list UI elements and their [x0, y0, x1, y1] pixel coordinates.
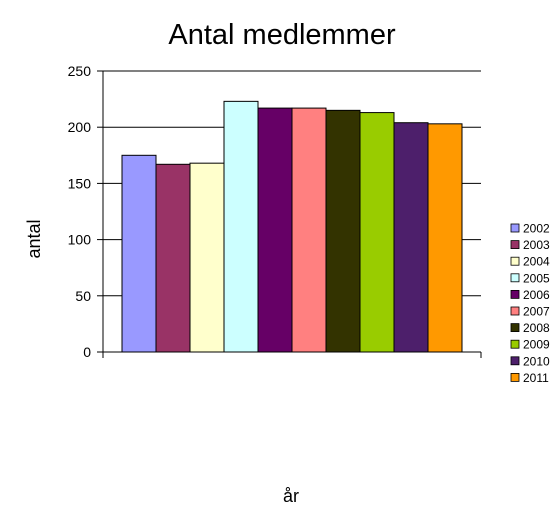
- legend-label-2009: 2009: [523, 338, 550, 352]
- legend-swatch-2005: [510, 273, 520, 283]
- legend-swatch-2008: [510, 323, 520, 333]
- legend: 2002 2003 2004 2005 2006 2007 2008 2009 2010 2011: [510, 222, 550, 385]
- y-tick-label: 250: [68, 63, 92, 79]
- legend-swatch-2011: [510, 372, 520, 382]
- bar-2005: [223, 100, 259, 353]
- chart-title: Antal medlemmer: [168, 19, 396, 51]
- legend-swatch-2006: [510, 289, 520, 299]
- bar-2010: [393, 122, 429, 353]
- legend-label-2008: 2008: [523, 321, 550, 335]
- legend-label-2002: 2002: [523, 222, 550, 236]
- y-tick-label: 200: [68, 119, 92, 135]
- x-axis-label: år: [283, 486, 299, 506]
- bar-2003: [155, 163, 191, 353]
- y-tick-label: 50: [75, 288, 91, 304]
- legend-swatch-2003: [510, 240, 520, 250]
- bar-2008: [325, 109, 361, 353]
- legend-label-2005: 2005: [523, 271, 550, 285]
- legend-label-2010: 2010: [523, 354, 550, 368]
- legend-label-2004: 2004: [523, 255, 550, 269]
- legend-label-2003: 2003: [523, 238, 550, 252]
- y-tick-label: 0: [83, 344, 91, 360]
- bar-2004: [189, 162, 225, 353]
- legend-swatch-2009: [510, 339, 520, 349]
- bar-2002: [121, 154, 157, 353]
- legend-swatch-2002: [510, 223, 520, 233]
- bar-2009: [359, 112, 395, 353]
- y-axis-label: antal: [24, 219, 44, 258]
- y-tick-label: 100: [68, 232, 92, 248]
- axes: 0 50 100 150 200 250: [68, 63, 482, 360]
- legend-label-2011: 2011: [523, 371, 549, 385]
- bar-2011: [427, 123, 463, 353]
- bar-2006: [257, 107, 293, 353]
- legend-label-2006: 2006: [523, 288, 550, 302]
- y-tick-label: 150: [68, 175, 92, 191]
- bars: [121, 100, 463, 353]
- legend-label-2007: 2007: [523, 305, 550, 319]
- legend-swatch-2007: [510, 306, 520, 316]
- legend-swatch-2004: [510, 256, 520, 266]
- bar-2007: [291, 107, 327, 353]
- legend-swatch-2010: [510, 356, 520, 366]
